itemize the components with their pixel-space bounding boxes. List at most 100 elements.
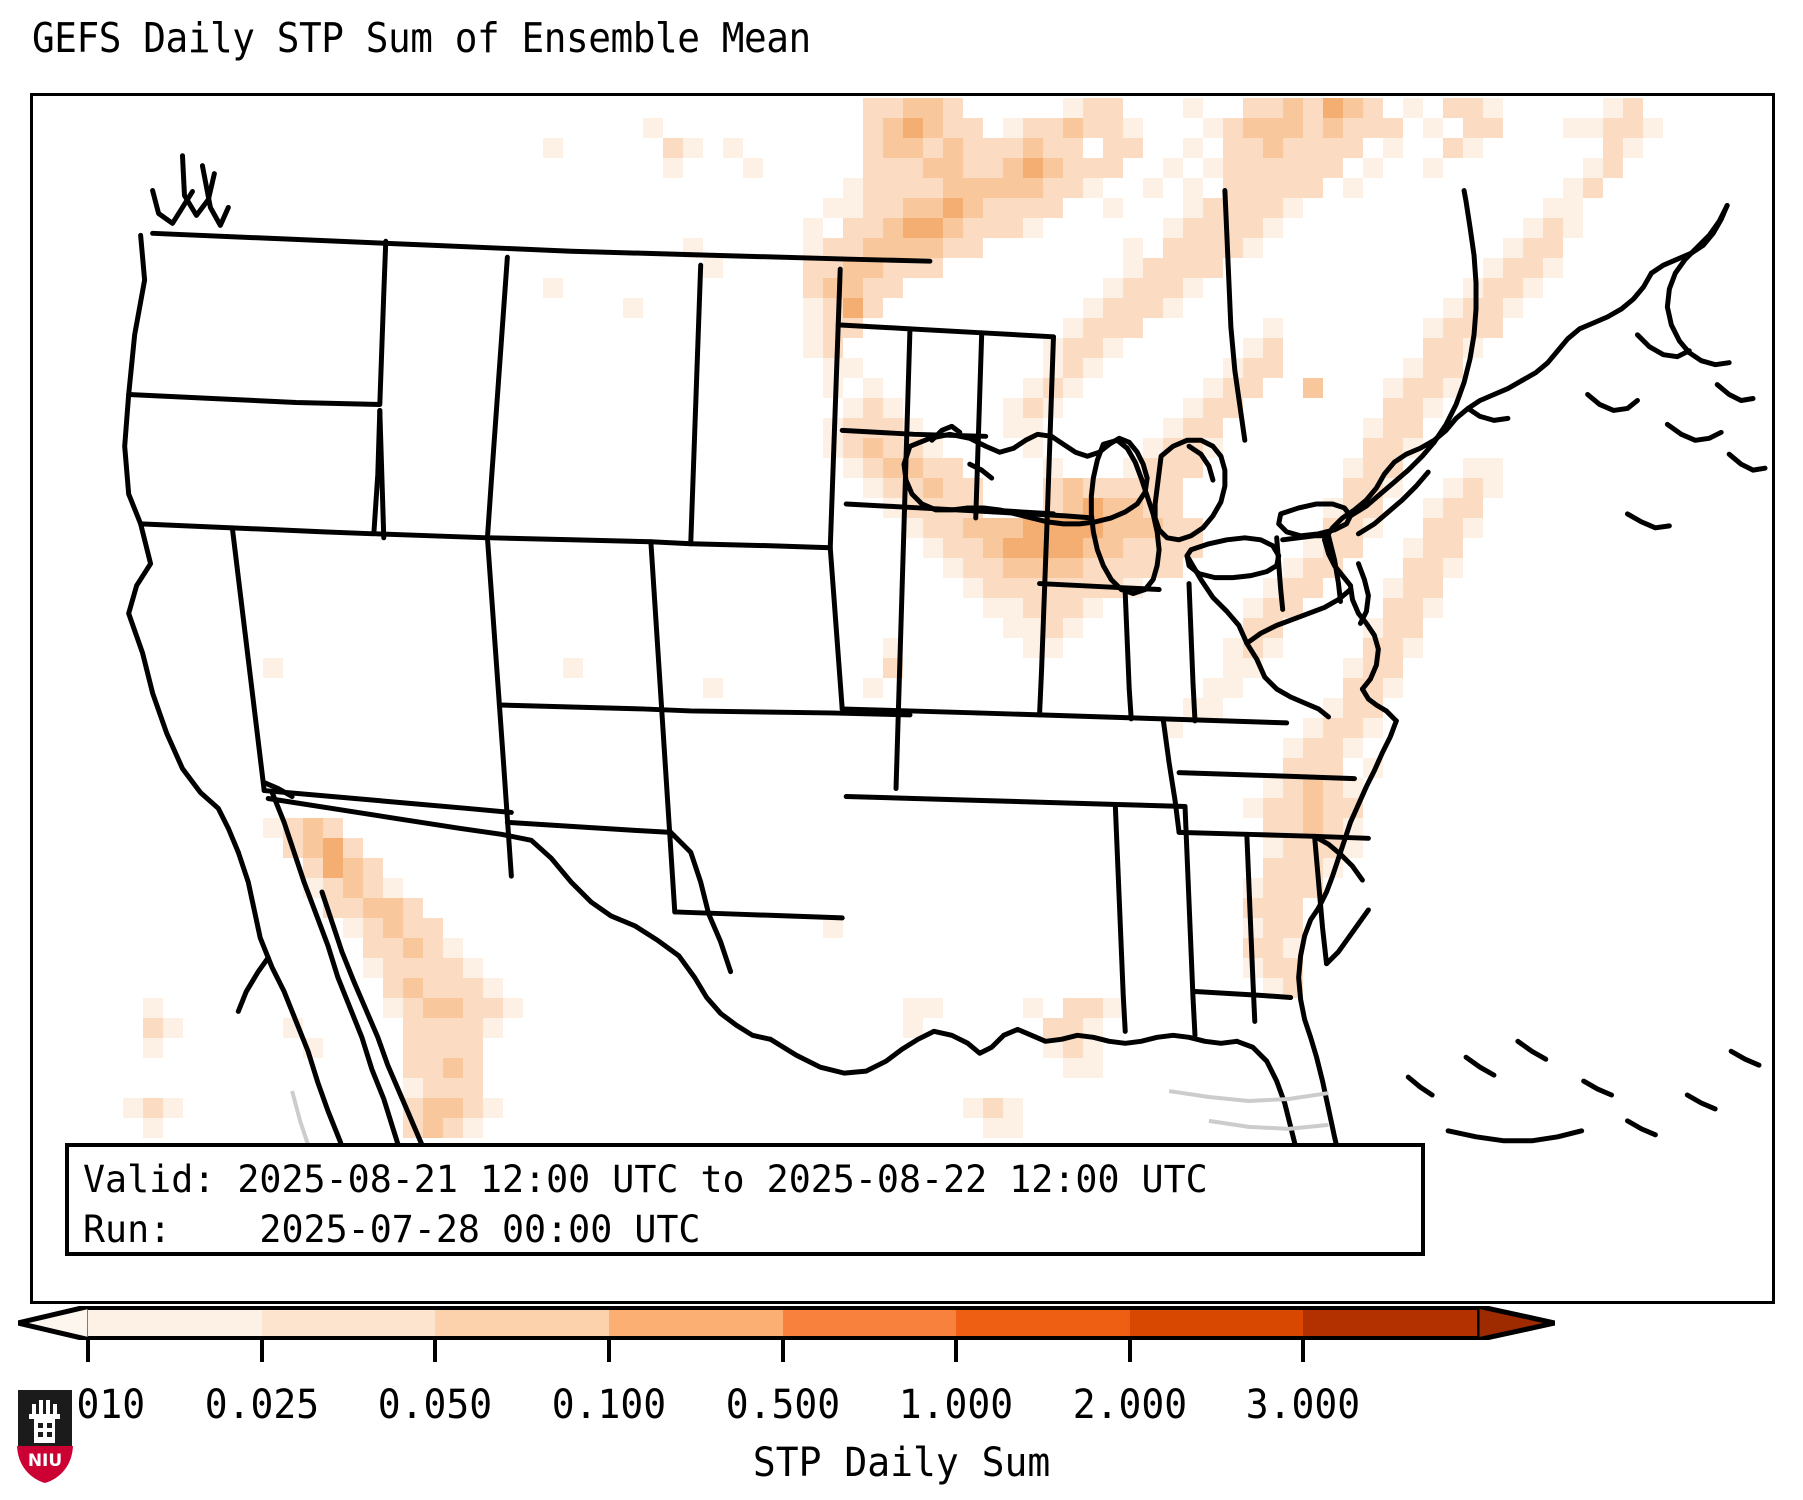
colorbar-axis-title: STP Daily Sum — [0, 1440, 1803, 1486]
stp-grid-cell — [1263, 338, 1283, 358]
stp-grid-cell — [1323, 698, 1343, 718]
stp-grid-cell — [1283, 198, 1303, 218]
stp-grid-cell — [943, 118, 963, 138]
stp-grid-cell — [1363, 698, 1383, 718]
stp-grid-cell — [863, 378, 883, 398]
stp-grid-cell — [1243, 178, 1263, 198]
stp-grid-cell — [923, 518, 943, 538]
stp-grid-cell — [1443, 138, 1463, 158]
stp-grid-cell — [823, 918, 843, 938]
stp-grid-cell — [923, 238, 943, 258]
stp-grid-cell — [1303, 718, 1323, 738]
stp-grid-cell — [1083, 558, 1103, 578]
stp-grid-cell — [1403, 538, 1423, 558]
stp-grid-cell — [743, 158, 763, 178]
stp-grid-cell — [1203, 398, 1223, 418]
stp-grid-cell — [463, 1118, 483, 1138]
stp-grid-cell — [1343, 138, 1363, 158]
stp-grid-cell — [1043, 158, 1063, 178]
stp-grid-cell — [1363, 98, 1383, 118]
stp-grid-cell — [1403, 418, 1423, 438]
stp-grid-cell — [443, 998, 463, 1018]
stp-grid-cell — [943, 238, 963, 258]
stp-grid-cell — [1043, 618, 1063, 638]
stp-grid-cell — [1323, 778, 1343, 798]
stp-grid-cell — [1383, 618, 1403, 638]
stp-grid-cell — [863, 158, 883, 178]
stp-grid-cell — [1423, 318, 1443, 338]
stp-grid-cell — [1003, 138, 1023, 158]
stp-grid-cell — [1003, 1098, 1023, 1118]
stp-grid-cell — [1263, 178, 1283, 198]
stp-grid-cell — [1063, 1038, 1083, 1058]
stp-grid-cell — [1103, 478, 1123, 498]
stp-grid-cell — [1043, 598, 1063, 618]
stp-grid-cell — [923, 218, 943, 238]
stp-grid-cell — [1343, 778, 1363, 798]
stp-grid-cell — [1423, 378, 1443, 398]
stp-grid-cell — [943, 158, 963, 178]
stp-grid-cell — [1123, 238, 1143, 258]
stp-grid-cell — [1223, 178, 1243, 198]
stp-grid-cell — [1403, 398, 1423, 418]
stp-grid-cell — [1363, 718, 1383, 738]
colorbar-axis-title-text: STP Daily Sum — [752, 1440, 1051, 1486]
stp-grid-cell — [863, 198, 883, 218]
stp-grid-cell — [163, 1018, 183, 1038]
map-frame[interactable] — [30, 93, 1775, 1304]
stp-grid-cell — [1163, 718, 1183, 738]
stp-grid-cell — [1043, 638, 1063, 658]
stp-grid-cell — [1223, 138, 1243, 158]
colorbar[interactable] — [0, 1300, 1803, 1362]
stp-grid-cell — [1023, 198, 1043, 218]
stp-grid-cell — [1263, 198, 1283, 218]
stp-grid-cell — [863, 258, 883, 278]
stp-grid-cell — [1083, 338, 1103, 358]
colorbar-band-5 — [956, 1310, 1130, 1336]
stp-grid-cell — [1403, 358, 1423, 378]
stp-grid-cell — [963, 578, 983, 598]
map-outlines-svg — [122, 153, 1768, 1227]
stp-grid-cell — [1263, 358, 1283, 378]
stp-grid-cell — [1443, 358, 1463, 378]
stp-grid-cell — [1483, 118, 1503, 138]
stp-grid-cell — [1403, 618, 1423, 638]
stp-grid-cell — [363, 958, 383, 978]
stp-grid-cell — [1283, 918, 1303, 938]
stp-grid-cell — [1283, 178, 1303, 198]
stp-grid-cell — [1023, 118, 1043, 138]
stp-grid-cell — [1543, 218, 1563, 238]
stp-grid-cell — [1283, 98, 1303, 118]
stp-grid-cell — [983, 198, 1003, 218]
stp-grid-cell — [1283, 838, 1303, 858]
stp-grid-cell — [1063, 358, 1083, 378]
stp-grid-cell — [1303, 758, 1323, 778]
stp-grid-cell — [1303, 378, 1323, 398]
stp-grid-cell — [363, 878, 383, 898]
colorbar-bands[interactable] — [88, 1306, 1477, 1340]
stp-grid-cell — [1603, 158, 1623, 178]
stp-grid-cell — [1443, 298, 1463, 318]
stp-grid-cell — [1143, 298, 1163, 318]
stp-grid-cell — [1323, 718, 1343, 738]
stp-grid-cell — [1263, 138, 1283, 158]
stp-grid-cell — [1303, 118, 1323, 138]
stp-grid-cell — [443, 938, 463, 958]
stp-grid-cell — [703, 678, 723, 698]
stp-grid-cell — [483, 1098, 503, 1118]
colorbar-band-4 — [782, 1310, 957, 1336]
stp-grid-cell — [1343, 178, 1363, 198]
stp-grid-cell — [483, 998, 503, 1018]
stp-grid-cell — [403, 998, 423, 1018]
stp-grid-cell — [1243, 378, 1263, 398]
stp-grid-cell — [1143, 258, 1163, 278]
stp-grid-cell — [463, 1078, 483, 1098]
colorbar-tick-2 — [433, 1340, 438, 1362]
stp-grid-cell — [423, 938, 443, 958]
stp-grid-cell — [1223, 658, 1243, 678]
stp-grid-cell — [1083, 1038, 1103, 1058]
stp-grid-cell — [1123, 518, 1143, 538]
stp-grid-cell — [1163, 238, 1183, 258]
stp-grid-cell — [1063, 178, 1083, 198]
stp-grid-cell — [383, 998, 403, 1018]
